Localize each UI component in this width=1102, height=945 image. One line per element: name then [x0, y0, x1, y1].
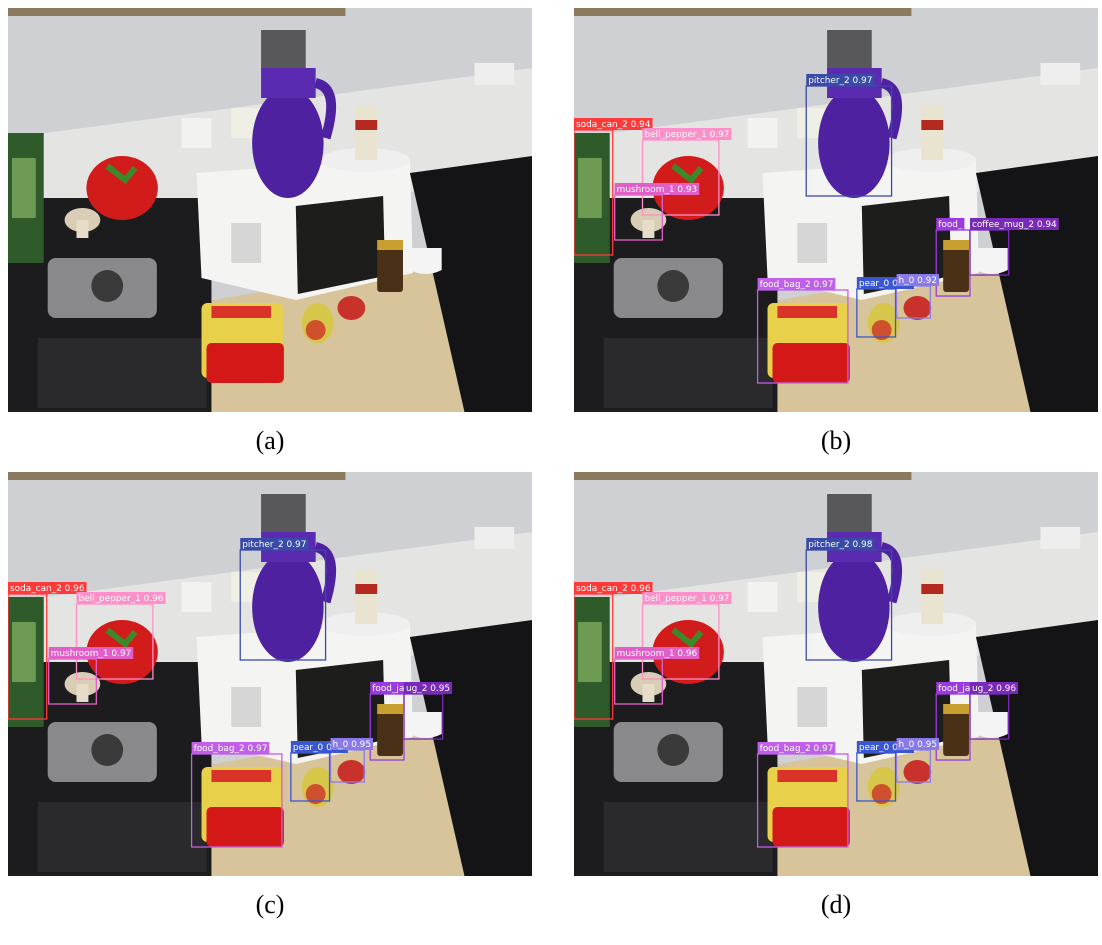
detection-label: bell_pepper_1 0.97 — [642, 128, 731, 140]
panel-caption: (b) — [821, 426, 851, 455]
detection-label: soda_can_2 0.96 — [574, 582, 653, 594]
label-text: mushroom_1 0.93 — [617, 185, 698, 195]
panel-caption: (c) — [256, 890, 285, 919]
detection-label: mushroom_1 0.93 — [615, 183, 700, 195]
label-text: soda_can_2 0.94 — [576, 120, 651, 130]
detection-label: bell_pepper_1 0.96 — [76, 592, 165, 604]
detection-label: ug_2 0.95 — [404, 682, 452, 694]
detection-label: pitcher_2 0.97 — [240, 538, 308, 550]
detection-label: food_ — [936, 218, 964, 230]
label-text: soda_can_2 0.96 — [10, 584, 85, 594]
label-text: food_bag_2 0.97 — [760, 280, 834, 290]
panel-caption: (d) — [821, 890, 851, 919]
label-text: coffee_mug_2 0.94 — [972, 220, 1057, 230]
label-text: ug_2 0.95 — [406, 684, 450, 694]
scene-image — [574, 8, 1098, 412]
detection-label: mushroom_1 0.97 — [49, 647, 134, 659]
detection-label: h_0 0.92 — [897, 274, 939, 286]
detection-label: soda_can_2 0.94 — [574, 118, 653, 130]
detection-label: mushroom_1 0.96 — [615, 647, 700, 659]
detection-label: pitcher_2 0.97 — [806, 74, 874, 86]
label-text: soda_can_2 0.96 — [576, 584, 651, 594]
label-text: food_bag_2 0.97 — [194, 744, 268, 754]
label-text: ug_2 0.96 — [972, 684, 1016, 694]
detection-label: soda_can_2 0.96 — [8, 582, 87, 594]
photo-panel — [8, 8, 532, 412]
detection-label: ug_2 0.96 — [970, 682, 1018, 694]
detection-label: coffee_mug_2 0.94 — [970, 218, 1059, 230]
label-text: food_ — [938, 220, 963, 230]
label-text: mushroom_1 0.96 — [617, 649, 698, 659]
label-text: bell_pepper_1 0.96 — [78, 594, 163, 604]
scene-image — [8, 472, 532, 876]
scene-image — [8, 8, 532, 412]
detection-label: bell_pepper_1 0.97 — [642, 592, 731, 604]
detection-label: pitcher_2 0.98 — [806, 538, 874, 550]
label-text: food_bag_2 0.97 — [760, 744, 834, 754]
figure: (a)soda_can_2 0.94bell_pepper_1 0.97mush… — [0, 0, 1102, 940]
label-text: pitcher_2 0.97 — [808, 76, 872, 86]
label-text: pitcher_2 0.98 — [808, 540, 872, 550]
label-text: h_0 0.95 — [899, 740, 937, 750]
label-text: bell_pepper_1 0.97 — [644, 130, 729, 140]
label-text: mushroom_1 0.97 — [51, 649, 132, 659]
label-text: h_0 0.92 — [899, 276, 937, 286]
label-text: bell_pepper_1 0.97 — [644, 594, 729, 604]
detection-label: food_bag_2 0.97 — [758, 278, 836, 290]
detection-label: h_0 0.95 — [331, 738, 373, 750]
label-text: pitcher_2 0.97 — [242, 540, 306, 550]
detection-label: h_0 0.95 — [897, 738, 939, 750]
label-text: h_0 0.95 — [333, 740, 371, 750]
detection-label: food_bag_2 0.97 — [192, 742, 270, 754]
scene-image — [574, 472, 1098, 876]
panel-caption: (a) — [256, 426, 285, 455]
detection-label: food_bag_2 0.97 — [758, 742, 836, 754]
